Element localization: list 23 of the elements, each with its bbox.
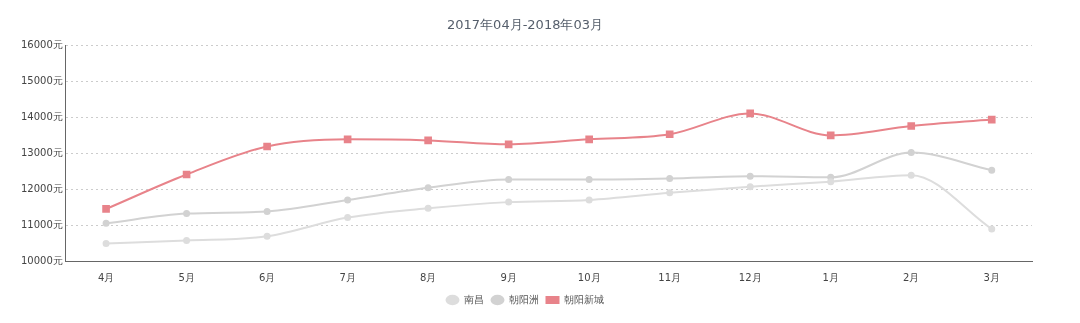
y-tick-label: 10000元 <box>21 254 63 266</box>
legend-label: 南昌 <box>463 293 484 305</box>
y-tick-label: 13000元 <box>21 146 63 158</box>
y-tick-label: 15000元 <box>21 75 63 87</box>
x-tick-label: 10月 <box>577 271 601 283</box>
x-tick-label: 2月 <box>903 271 920 283</box>
y-tick-label: 11000元 <box>21 218 63 230</box>
x-tick-label: 12月 <box>738 271 762 283</box>
x-tick-label: 7月 <box>339 271 356 283</box>
x-tick-label: 5月 <box>178 271 195 283</box>
x-tick-label: 3月 <box>983 271 1000 283</box>
x-tick-label: 11月 <box>658 271 682 283</box>
y-tick-label: 14000元 <box>21 110 63 122</box>
y-tick-label: 12000元 <box>21 182 63 194</box>
x-tick-label: 6月 <box>258 271 276 283</box>
legend-label: 朝阳洲 <box>508 293 539 305</box>
legend-label: 朝阳新城 <box>563 293 604 305</box>
x-tick-label: 8月 <box>419 271 437 283</box>
x-tick-label: 1月 <box>822 271 839 283</box>
chart-title: 2017年04月-2018年03月 <box>447 17 603 33</box>
x-tick-label: 4月 <box>97 271 115 283</box>
x-tick-label: 9月 <box>500 271 517 283</box>
y-tick-label: 16000元 <box>21 39 63 51</box>
